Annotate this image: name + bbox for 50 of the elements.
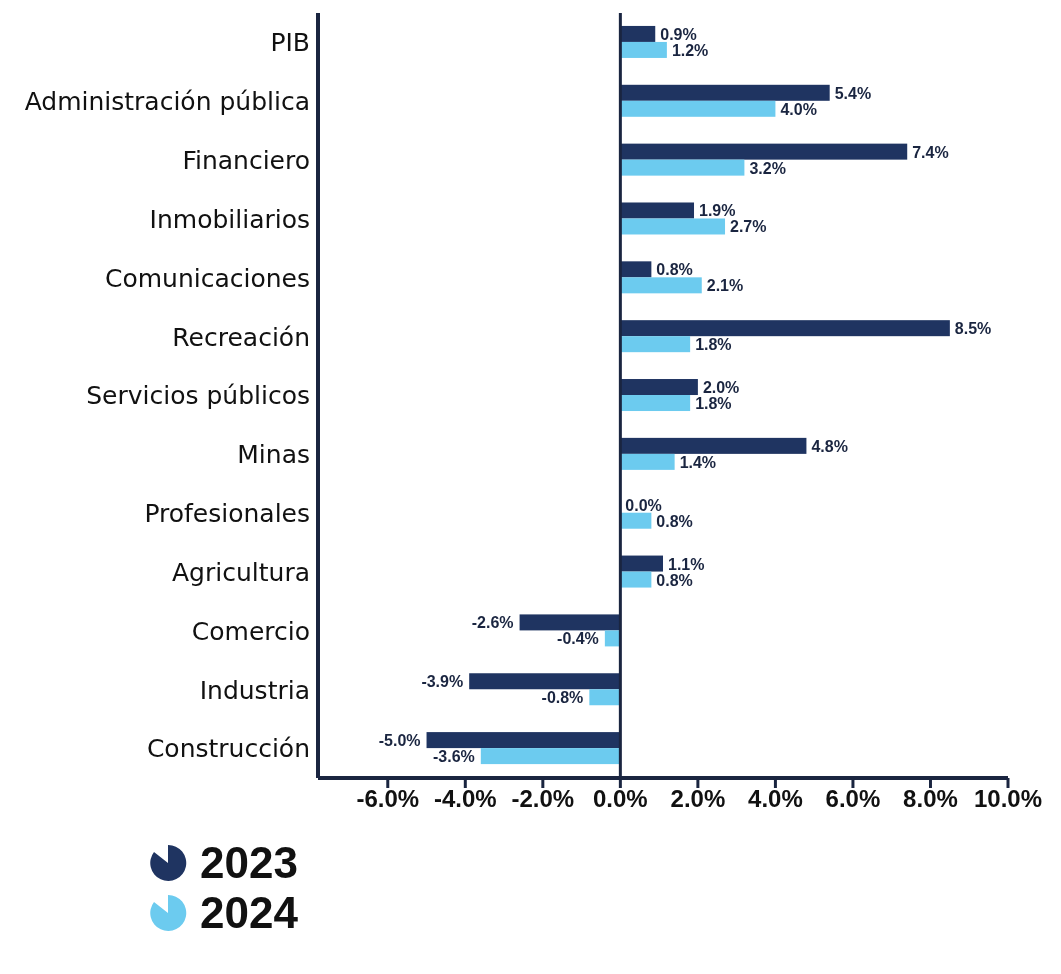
data-label: -3.6% (433, 748, 475, 766)
legend-label: 2024 (200, 888, 298, 938)
data-label: 0.9% (660, 25, 697, 43)
y-tick-label: Comercio (191, 616, 310, 646)
legend-label: 2023 (200, 838, 298, 888)
data-label: 0.0% (625, 496, 662, 514)
data-label: 3.2% (749, 159, 786, 177)
data-label: 1.8% (695, 395, 732, 413)
x-tick-label: -2.0% (511, 785, 575, 813)
data-label: 7.4% (912, 143, 949, 161)
data-label: 4.0% (780, 100, 817, 118)
y-tick-label: Comunicaciones (104, 263, 310, 293)
data-label: 0.8% (656, 571, 693, 589)
data-label: 0.8% (656, 261, 693, 279)
data-label: 0.8% (656, 512, 693, 530)
data-label: 1.9% (699, 202, 736, 220)
data-label: 2.0% (702, 379, 740, 397)
data-label: -5.0% (378, 732, 421, 750)
x-tick-label: 8.0% (903, 785, 958, 813)
y-tick-label: Agricultura (172, 557, 310, 587)
y-tick-label: Construcción (146, 734, 310, 764)
y-tick-label: Industria (199, 675, 310, 705)
y-tick-label: Financiero (182, 145, 310, 175)
data-label: -0.8% (541, 689, 584, 707)
data-label: 1.1% (668, 555, 705, 573)
data-label: 1.8% (695, 336, 732, 354)
x-tick-label: 2.0% (670, 785, 726, 813)
data-label: 8.5% (954, 320, 992, 338)
y-tick-label: Minas (237, 440, 310, 470)
data-label: -0.4% (557, 630, 599, 648)
data-label: 1.4% (679, 453, 717, 471)
x-tick-label: 6.0% (825, 785, 881, 813)
data-label: 1.2% (671, 41, 709, 59)
data-label: -2.6% (471, 614, 514, 632)
y-tick-label: Recreación (172, 322, 310, 352)
y-tick-label: Inmobiliarios (149, 204, 310, 234)
data-label: 2.1% (706, 277, 744, 295)
data-label: -3.9% (421, 673, 464, 691)
data-label: 4.8% (811, 437, 848, 455)
data-label: 2.7% (730, 218, 767, 236)
y-tick-label: PIB (270, 28, 310, 58)
y-tick-label: Servicios públicos (86, 381, 310, 411)
x-tick-label: -6.0% (356, 785, 420, 813)
data-label: 5.4% (834, 84, 872, 102)
y-tick-label: Profesionales (144, 499, 310, 529)
x-tick-label: -4.0% (433, 785, 497, 813)
x-tick-label: 10.0% (973, 785, 1043, 813)
x-tick-label: 0.0% (593, 785, 648, 813)
y-tick-label: Administración pública (24, 87, 310, 117)
x-tick-label: 4.0% (748, 785, 803, 813)
